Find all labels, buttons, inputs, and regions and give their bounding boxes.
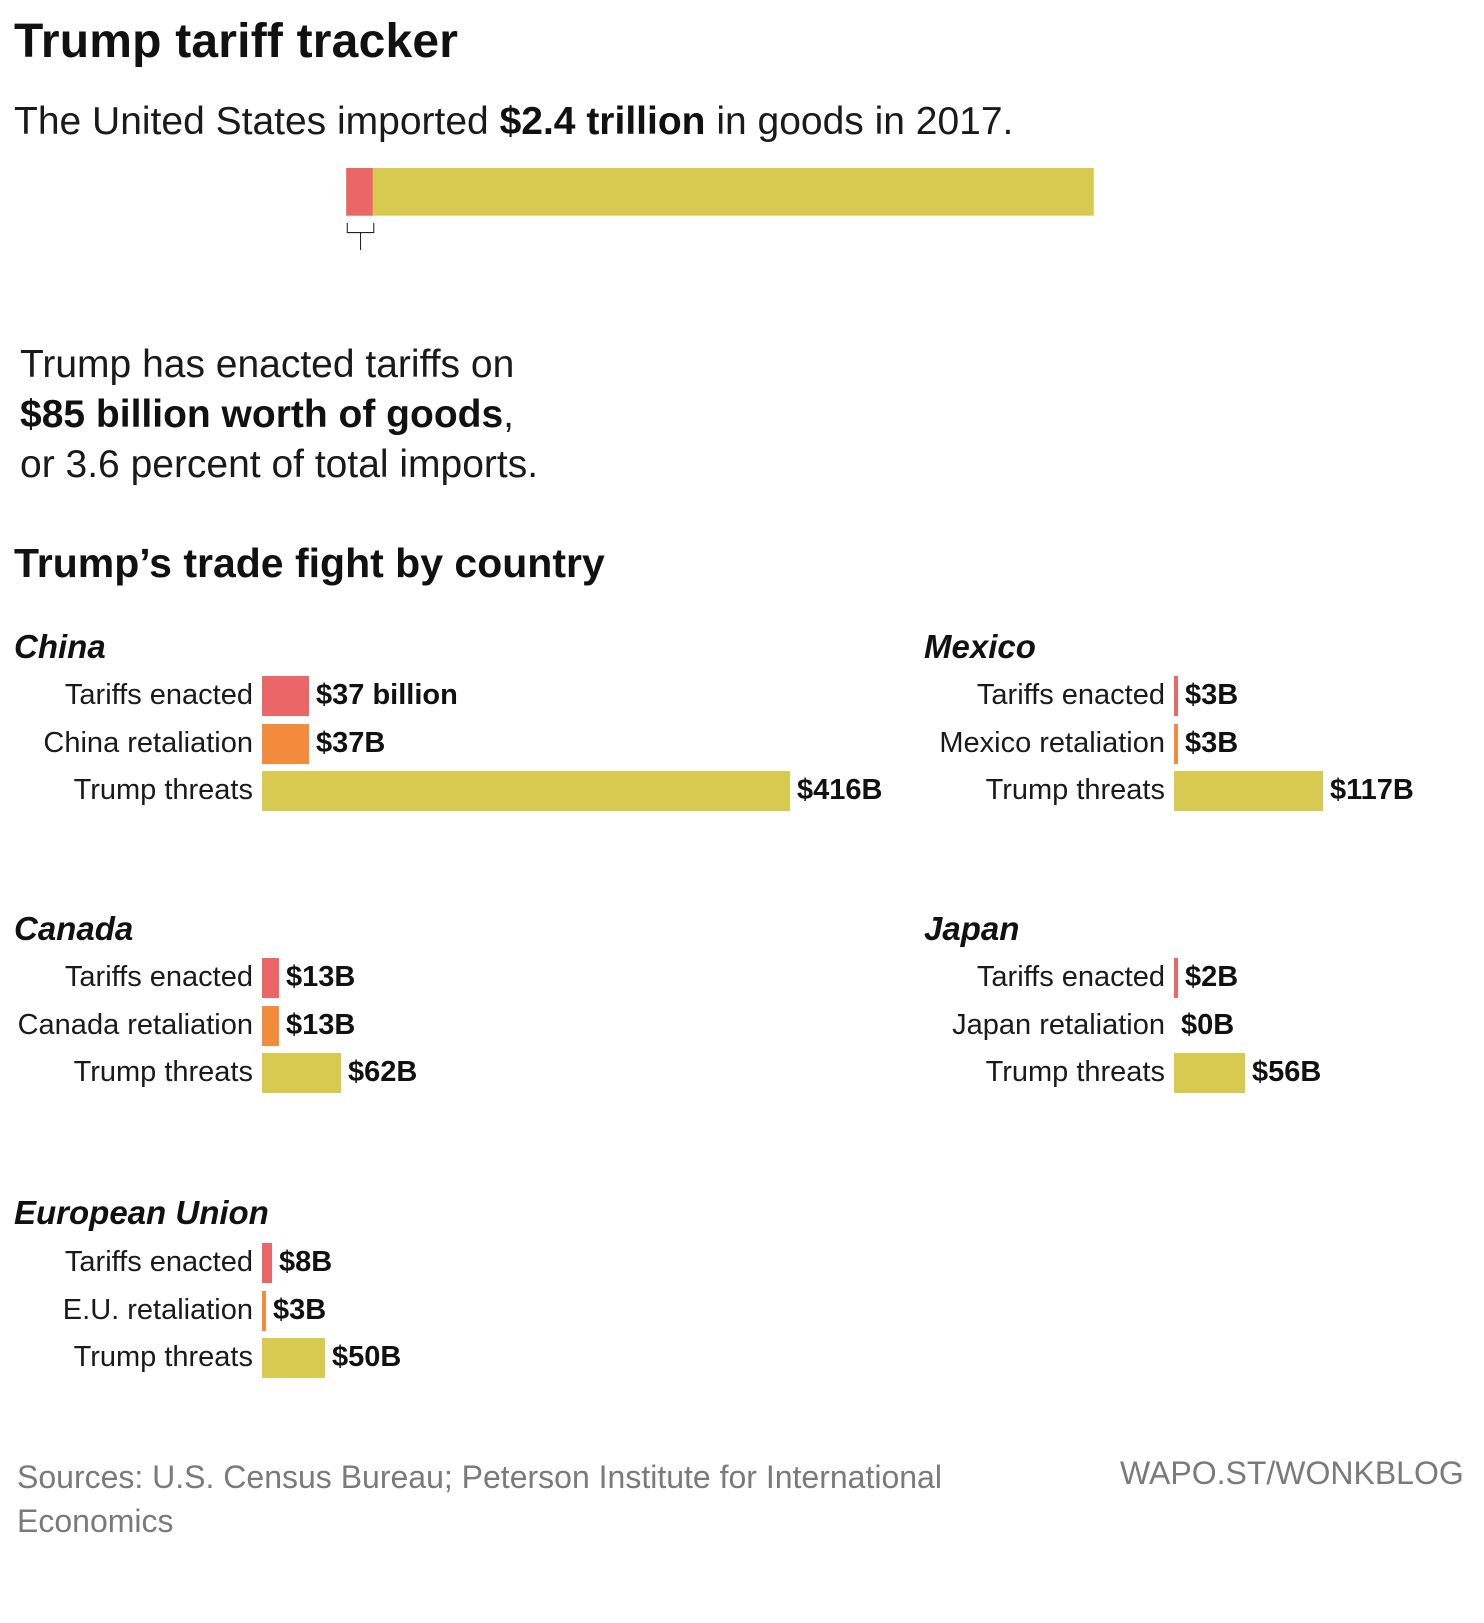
- value-label-japan-retaliation: $0B: [1181, 1009, 1235, 1041]
- bar-japan-tariffs: [1174, 958, 1178, 998]
- enacted-value: $85 billion worth of goods: [20, 393, 504, 436]
- sources-line-1: Sources: U.S. Census Bureau; Peterson In…: [17, 1459, 942, 1495]
- intro-post: in goods in 2017.: [705, 100, 1014, 143]
- row-label-canada-retaliation: Canada retaliation: [17, 1009, 253, 1041]
- credit-link: WAPO.ST/WONKBLOG: [1120, 1455, 1464, 1491]
- country-name-european-union: European Union: [14, 1194, 269, 1231]
- value-label-japan-threats: $56B: [1252, 1056, 1322, 1088]
- row-label-european-union-tariffs: Tariffs enacted: [64, 1246, 253, 1278]
- row-label-japan-threats: Trump threats: [985, 1056, 1165, 1088]
- row-label-mexico-retaliation: Mexico retaliation: [939, 727, 1165, 759]
- row-label-china-threats: Trump threats: [73, 774, 253, 806]
- bar-china-tariffs: [262, 676, 309, 716]
- value-label-china-retaliation: $37B: [316, 727, 386, 759]
- value-label-mexico-tariffs: $3B: [1185, 679, 1239, 711]
- country-name-canada: Canada: [14, 910, 134, 947]
- bar-segment-tariffs-enacted: [346, 168, 373, 216]
- row-label-china-retaliation: China retaliation: [43, 727, 253, 759]
- row-label-japan-tariffs: Tariffs enacted: [976, 961, 1165, 993]
- total-imports-bar: [346, 168, 1094, 251]
- bar-canada-tariffs: [262, 958, 279, 998]
- bar-mexico-retaliation: [1174, 724, 1178, 764]
- enacted-comma: ,: [503, 393, 515, 436]
- country-name-mexico: Mexico: [924, 628, 1036, 665]
- value-label-canada-retaliation: $13B: [286, 1009, 356, 1041]
- bar-china-retaliation: [262, 724, 309, 764]
- value-label-european-union-retaliation: $3B: [273, 1294, 327, 1326]
- row-label-european-union-threats: Trump threats: [73, 1341, 253, 1373]
- intro-text: The United States imported $2.4 trillion…: [14, 100, 1013, 144]
- section-title: Trump’s trade fight by country: [14, 540, 605, 586]
- value-label-european-union-tariffs: $8B: [279, 1246, 333, 1278]
- value-label-japan-tariffs: $2B: [1185, 961, 1239, 993]
- country-name-china: China: [14, 628, 106, 665]
- value-label-european-union-threats: $50B: [332, 1341, 402, 1373]
- row-label-japan-retaliation: Japan retaliation: [952, 1009, 1165, 1041]
- bar-european-union-retaliation: [262, 1291, 266, 1331]
- bar-mexico-threats: [1174, 771, 1323, 811]
- bar-european-union-threats: [262, 1338, 325, 1378]
- bar-japan-threats: [1174, 1053, 1245, 1093]
- enacted-caption: Trump has enacted tariffs on $85 billion…: [20, 340, 538, 490]
- sources-line-2: Economics: [17, 1503, 174, 1539]
- row-label-canada-threats: Trump threats: [73, 1056, 253, 1088]
- bar-segment-other-imports: [346, 168, 1094, 216]
- row-label-canada-tariffs: Tariffs enacted: [64, 961, 253, 993]
- chart-title: Trump tariff tracker: [14, 15, 459, 68]
- row-label-mexico-threats: Trump threats: [985, 774, 1165, 806]
- row-label-china-tariffs: Tariffs enacted: [64, 679, 253, 711]
- bar-canada-threats: [262, 1053, 341, 1093]
- bar-china-threats: [262, 771, 790, 811]
- intro-total-value: $2.4 trillion: [499, 100, 706, 143]
- value-label-china-tariffs: $37 billion: [316, 679, 458, 711]
- enacted-line-1: Trump has enacted tariffs on: [20, 343, 515, 386]
- bar-canada-retaliation: [262, 1006, 279, 1046]
- row-label-mexico-tariffs: Tariffs enacted: [976, 679, 1165, 711]
- intro-pre: The United States imported: [14, 100, 500, 143]
- bar-european-union-tariffs: [262, 1243, 272, 1283]
- bracket-annotation: [346, 223, 375, 251]
- sources-note: Sources: U.S. Census Bureau; Peterson In…: [17, 1455, 942, 1543]
- row-label-european-union-retaliation: E.U. retaliation: [62, 1294, 253, 1326]
- value-label-china-threats: $416B: [797, 774, 883, 806]
- bar-mexico-tariffs: [1174, 676, 1178, 716]
- value-label-canada-threats: $62B: [348, 1056, 418, 1088]
- value-label-canada-tariffs: $13B: [286, 961, 356, 993]
- enacted-line-2: $85 billion worth of goods,: [20, 390, 538, 440]
- enacted-line-3: or 3.6 percent of total imports.: [20, 443, 539, 486]
- country-name-japan: Japan: [924, 910, 1020, 947]
- value-label-mexico-retaliation: $3B: [1185, 727, 1239, 759]
- value-label-mexico-threats: $117B: [1330, 774, 1414, 806]
